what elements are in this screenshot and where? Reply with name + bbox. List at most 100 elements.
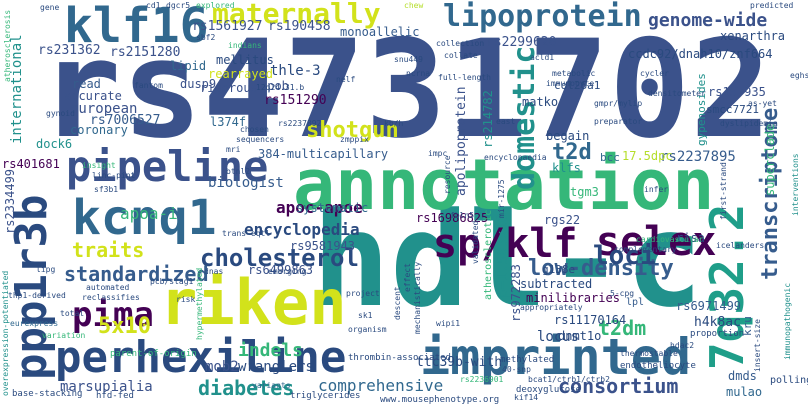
word-parent-of-origin: parent-of-origin [110, 349, 197, 359]
word-resource: resource [443, 155, 452, 194]
word-validated: validated [471, 220, 480, 264]
word-rearrayed: rearrayed [208, 67, 274, 81]
word-rs7006527: rs7006527 [90, 113, 161, 128]
word-imprinted: imprinted [420, 328, 691, 386]
word-maternally: maternally [212, 0, 381, 30]
word-acld1: acld1 [530, 53, 555, 62]
word-apoa-i: apoa-i [120, 204, 178, 223]
word-descent: descent [393, 286, 402, 320]
word-dnmt1o: dnmt1o [558, 329, 602, 343]
word-thp1-derived: thp1-derived [8, 291, 66, 300]
word-begain: begain [546, 129, 590, 143]
word-full-length: full-length [438, 73, 491, 82]
word-chosen: chosen [240, 125, 269, 134]
word-rs2237895: rs2237895 [660, 149, 736, 165]
word-immunopathogenic: immunopathogenic [783, 282, 792, 360]
word-deoxyglucose: deoxyglucose [516, 385, 582, 395]
word-densitometer: densitometer [648, 89, 706, 98]
word-comprehensive: comprehensive [318, 376, 444, 395]
word-7q32-2: 7q32.2 [700, 203, 754, 370]
word-lpl: lpl [626, 297, 645, 308]
word-european: european [70, 101, 138, 117]
word-overexpression-potentiated: overexpression-potentiated [1, 270, 10, 396]
word-standardized: standardized [64, 262, 209, 286]
word-monoallelic: monoallelic [340, 25, 420, 39]
word-matko: matko [522, 95, 559, 109]
word-thermostable: thermostable [620, 349, 678, 358]
word-thle-3: thle-3 [270, 63, 321, 79]
word-kif14: kif14 [514, 393, 539, 402]
word-cd1: cd1 [146, 1, 161, 10]
word-minilibraries: minilibraries [526, 291, 620, 305]
word-marsupialia: marsupialia [60, 379, 153, 395]
word-thrombin-associated: thrombin-associated [348, 353, 451, 363]
word-pipeline: pipeline [66, 142, 269, 191]
word-12q24-31-b: 12q24.31.b [256, 83, 305, 92]
word-atherosclerosis: atherosclerosis [3, 9, 12, 82]
word-mellitus: mellitus [216, 53, 274, 67]
word-rs157935: rs157935 [708, 85, 766, 99]
word-rs16986825: rs16986825 [416, 211, 489, 225]
word-ncrna: ncrna [406, 69, 431, 78]
word-klfs: klfs [552, 161, 581, 175]
word-explored: explored [196, 1, 235, 10]
word-endotheliocyte: endotheliocyte [620, 361, 696, 371]
word-subtracted: subtracted [520, 277, 593, 291]
word-rs2334499: rs2334499 [3, 168, 17, 234]
word-project: project [346, 289, 380, 298]
word-locus: locus [537, 329, 580, 345]
word-first-strand: first-strand [719, 162, 728, 220]
word-t2dm: t2dm [598, 316, 647, 340]
word-l374f: l374f [210, 115, 247, 129]
word-accurate: accurate [64, 89, 122, 103]
word-17-5dpc: 17.5dpc [622, 149, 673, 163]
word-ttc39b-with: ttc39b-with [416, 355, 503, 370]
word-reclassifies: reclassifies [82, 293, 140, 302]
word-predicted: predicted [750, 1, 794, 10]
word-lipid: lipid [170, 59, 207, 73]
word-linc-pint: linc-pint [92, 171, 136, 180]
word-impc: impc [428, 149, 448, 158]
word-insert-size: insert-size [753, 319, 762, 372]
word-insight: insight [82, 161, 116, 170]
word-interventions: interventions [791, 153, 800, 216]
word-lipoprotein: lipoprotein [443, 0, 642, 34]
word-shotgun: shotgun [306, 118, 399, 143]
word-apolipoprotein: apolipoprotein [454, 86, 469, 196]
word-kcnq1: kcnq1 [72, 190, 217, 246]
word-annotation: annotation [293, 144, 715, 226]
word-base-stacking: base-stacking [12, 389, 83, 399]
word-genome-wide: genome-wide [648, 10, 768, 31]
word-variants: variants [252, 381, 291, 390]
word-methylated: methylated [500, 355, 555, 365]
word-hypermethylated: hypermethylated [195, 267, 204, 340]
word-rs2151280: rs2151280 [110, 45, 181, 60]
word-collate: collate [444, 51, 478, 60]
word-mri: mri [226, 145, 241, 154]
word-pima: pima [72, 295, 154, 335]
word-sp-klf: sp/klf [433, 221, 578, 267]
word-gmpr-mylip: gmpr/mylip [594, 99, 643, 108]
word-diabetes: diabetes [198, 376, 295, 400]
word-bcat1-ctrb1-ctrb2: bcat1/ctrb1/ctrb2 [528, 375, 610, 384]
word-rgs22: rgs22 [544, 213, 581, 227]
word-rs190458: rs190458 [268, 19, 331, 34]
word-snu449: snu449 [394, 55, 423, 64]
word-smcc7721: smcc7721 [706, 103, 759, 116]
word-selex: selex [596, 219, 717, 265]
word-indels: indels [238, 340, 304, 361]
word-rs6971499: rs6971499 [676, 299, 742, 313]
word-chew: chew [404, 1, 424, 10]
word-rs4731702: rs4731702 [40, 11, 772, 168]
word-col26a1: col26a1 [554, 79, 601, 92]
word-ccdc92-dnah10-znf664: ccdc92/dnah10/znf664 [628, 47, 773, 61]
word-btnl2: btnl2 [226, 167, 251, 176]
word-rs1561927: rs1561927 [192, 19, 263, 34]
word-mob2: mob2 [205, 359, 239, 375]
word-biologist: biologist [208, 175, 284, 191]
word-dmds: dmds [728, 369, 757, 383]
word-consortium: consortium [558, 374, 679, 398]
word-eurexpress: eurexpress [10, 319, 59, 328]
word-nelf: nelf [336, 75, 356, 84]
